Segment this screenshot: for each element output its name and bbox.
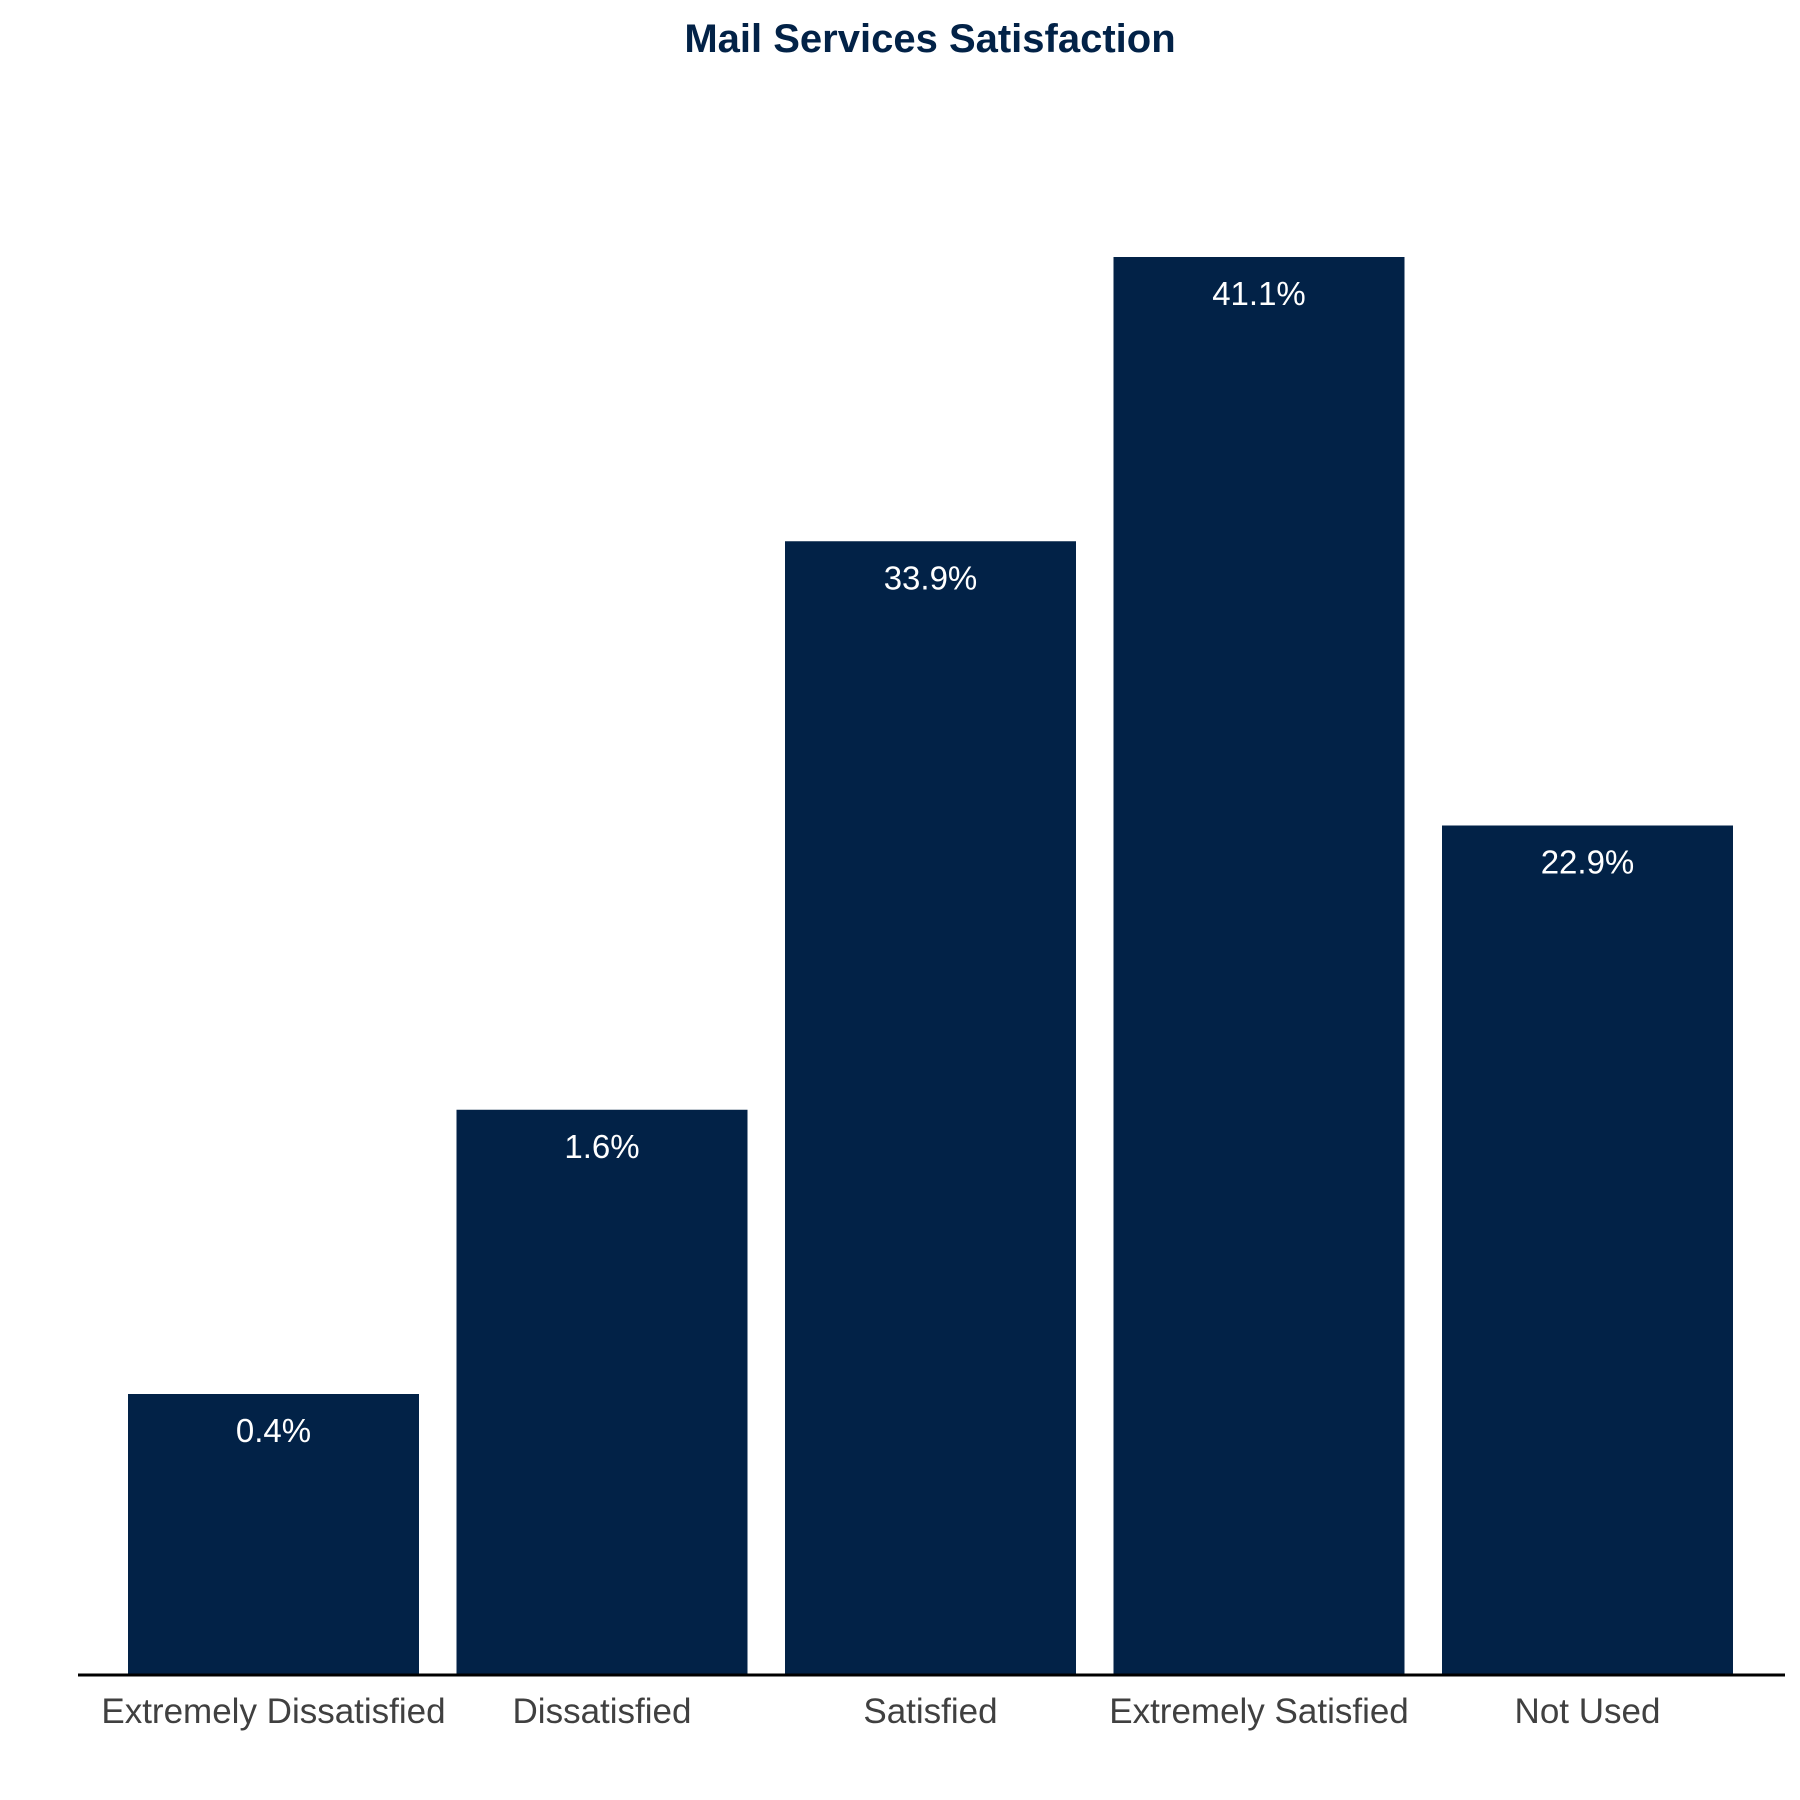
x-tick-label-2: Satisfied xyxy=(863,1692,997,1731)
bar-value-label-4: 22.9% xyxy=(1541,844,1635,881)
bar-0 xyxy=(128,1394,419,1675)
bar-value-label-0: 0.4% xyxy=(236,1412,311,1449)
bar-2 xyxy=(785,541,1076,1675)
bars-group xyxy=(128,257,1733,1675)
x-tick-label-1: Dissatisfied xyxy=(513,1692,692,1731)
tick-labels-group: Extremely Dissatisfied Dissatisfied Satisf… xyxy=(101,1692,1660,1731)
x-tick-label-0: Extremely Dissatisfied xyxy=(101,1692,445,1731)
bar-value-label-3: 41.1% xyxy=(1212,275,1306,312)
data-labels-group: 0.4% 1.6% 33.9% 41.1% 22.9% xyxy=(236,275,1634,1449)
chart-title: Mail Services Satisfaction xyxy=(684,17,1175,61)
bar-value-label-2: 33.9% xyxy=(884,559,978,596)
bar-3 xyxy=(1113,257,1405,1675)
bar-4 xyxy=(1442,825,1733,1675)
bar-value-label-1: 1.6% xyxy=(564,1128,639,1165)
x-tick-label-4: Not Used xyxy=(1515,1692,1661,1731)
bar-1 xyxy=(456,1109,748,1675)
x-tick-label-3: Extremely Satisfied xyxy=(1109,1692,1409,1731)
